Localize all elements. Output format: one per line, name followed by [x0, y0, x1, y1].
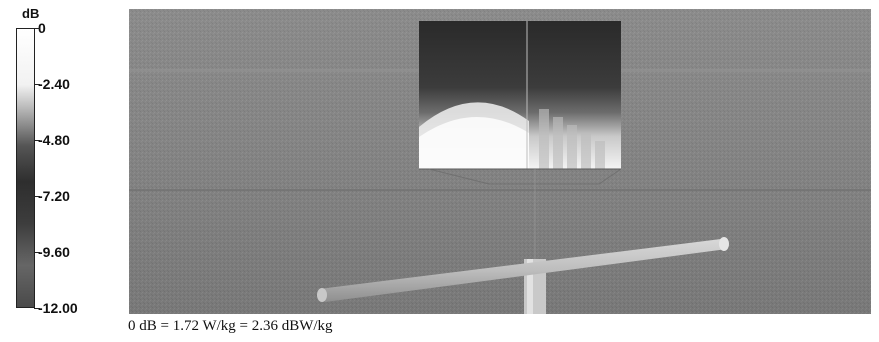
- colorbar-tick-mark: [34, 252, 40, 253]
- sar-scene: [129, 9, 871, 314]
- dipole-rod: [317, 237, 729, 302]
- colorbar-tick-mark: [34, 140, 40, 141]
- legend-unit: dB: [22, 6, 40, 21]
- colorbar-tick-mark: [34, 308, 40, 309]
- reference-caption: 0 dB = 1.72 W/kg = 2.36 dBW/kg: [128, 318, 333, 334]
- colorbar-tick-mark: [34, 28, 40, 29]
- phantom-cube: [419, 21, 622, 185]
- colorbar-tick-mark: [34, 196, 40, 197]
- colorbar-tick-label: -4.80: [38, 132, 70, 148]
- colorbar: [16, 28, 35, 308]
- colorbar-tick-label: -2.40: [38, 76, 70, 92]
- colorbar-tick-label: -9.60: [38, 244, 70, 260]
- colorbar-tick-label: -12.00: [38, 300, 78, 316]
- colorbar-tick-label: -7.20: [38, 188, 70, 204]
- colorbar-tick-mark: [34, 84, 40, 85]
- sar-visualization: [129, 9, 871, 314]
- colorbar-tick-label: 0: [38, 20, 46, 36]
- colorbar-ticks: 0 -2.40 -4.80 -7.20 -9.60 -12.00: [34, 20, 116, 316]
